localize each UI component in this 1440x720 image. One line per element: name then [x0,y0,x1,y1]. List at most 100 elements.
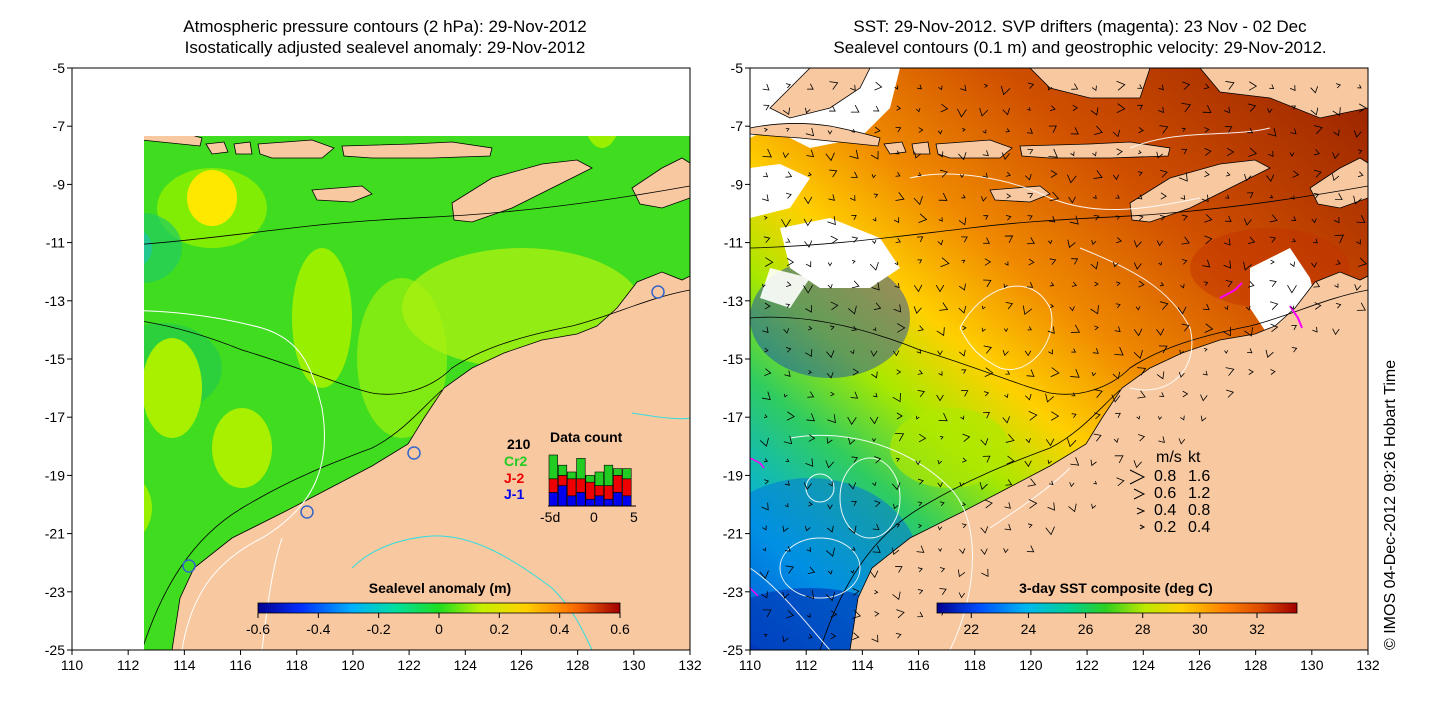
velocity-arrow [850,569,855,574]
velocity-arrow [1091,371,1097,377]
velocity-arrow [1243,218,1252,226]
velocity-arrow [1291,324,1298,331]
velocity-arrow [1136,194,1143,200]
velocity-arrow [808,325,813,331]
velocity-arrow [1358,257,1368,267]
velocity-arrow [1047,502,1055,511]
colorbar-tick-label: -0.4 [306,621,330,637]
velocity-arrow [1027,523,1033,529]
velocity-arrow [785,238,791,243]
velocity-arrow [762,609,772,618]
velocity-arrow [807,172,812,177]
lat-tick-label: -13 [723,293,743,309]
velocity-arrow [895,632,902,639]
lon-tick-label: 130 [1300,657,1324,673]
velocity-arrow [1045,438,1055,447]
lat-tick-label: -13 [45,293,65,309]
velocity-arrow [852,587,860,596]
velocity-arrow [852,632,860,641]
velocity-arrow [830,235,839,245]
velocity-arrow [1178,172,1188,182]
velocity-arrow [1313,169,1322,178]
velocity-arrow [1335,193,1343,201]
lon-tick-label: 130 [622,657,646,673]
left-axis-ticks: 110 112 114 116 118 120 122 124 126 128 130 132 -5 -7… [45,60,702,673]
velocity-arrow [1353,130,1362,138]
velocity-arrow [851,325,857,331]
lat-tick-label: -25 [45,642,65,658]
velocity-arrow [1116,80,1126,91]
velocity-arrow [918,127,924,133]
velocity-row-3: 0.2 0.4 [1139,519,1210,536]
lon-tick-label: 120 [341,657,365,673]
velocity-arrow [830,301,839,311]
lat-tick-label: -21 [723,526,743,542]
velocity-arrow [829,81,839,90]
velocity-arrow [1093,433,1102,442]
hist-tick-zero: 0 [590,509,598,525]
velocity-arrow [938,217,943,222]
velocity-arrow [1045,526,1055,536]
left-title-line1: Atmospheric pressure contours (2 hPa): 2… [183,17,587,36]
velocity-arrow [1225,171,1231,177]
velocity-arrow [763,414,768,419]
velocity-arrow [896,105,902,111]
velocity-arrow [937,350,943,356]
velocity-arrow [1313,125,1323,135]
velocity-arrow [1266,174,1275,182]
velocity-arrow [1222,326,1231,337]
velocity-arrow [896,609,905,619]
velocity-arrow [1180,415,1185,421]
velocity-arrow [1028,499,1038,509]
velocity-arrow [784,546,791,552]
velocity-arrow [917,325,924,332]
velocity-arrow [913,196,923,206]
velocity-arrow [1225,367,1235,376]
velocity-arrow [894,433,905,442]
velocity-arrow [958,217,967,226]
histogram-bar-cr2 [585,475,595,483]
velocity-arrow [825,591,836,602]
velocity-arrow [1332,152,1340,160]
velocity-arrow [1270,259,1275,265]
velocity-arrow [895,172,901,177]
velocity-arrow [1006,193,1012,199]
velocity-arrow [1094,281,1099,287]
velocity-arrow [1135,306,1141,311]
lat-tick-label: -5 [53,60,66,76]
velocity-arrow [784,503,789,508]
lon-tick-label: 114 [851,657,874,673]
velocity-arrow [892,547,900,556]
velocity-arrow [1049,191,1060,202]
velocity-arrow [1049,105,1056,112]
velocity-arrow [825,152,835,162]
lat-tick-label: -11 [724,235,743,251]
velocity-arrow [1071,392,1076,397]
velocity-arrow [961,236,968,243]
velocity-arrow [962,457,967,463]
velocity-arrow [1332,173,1340,182]
velocity-arrow [1004,235,1014,243]
velocity-arrow [1133,262,1142,270]
velocity-arrow [1244,327,1253,337]
velocity-arrow [959,548,966,555]
velocity-arrow [984,258,992,266]
velocity-arrow [1026,281,1034,288]
velocity-arrow [1090,261,1099,270]
lon-tick-label: 122 [397,657,421,673]
velocity-arrow [1180,195,1186,200]
velocity-arrow [1159,282,1165,287]
velocity-arrow [1158,345,1168,354]
velocity-arrow [1204,213,1213,223]
lon-tick-label: 112 [795,657,818,673]
velocity-arrow [1092,151,1097,157]
velocity-arrow [1049,480,1054,485]
velocity-arrow [1003,283,1008,289]
velocity-arrow [1334,283,1339,289]
velocity-arrow [1314,302,1322,310]
velocity-arrow [871,634,879,643]
lon-tick-label: 128 [1244,657,1268,673]
velocity-arrow [1137,367,1147,376]
lon-tick-label: 116 [229,657,252,673]
velocity-arrow [783,435,793,445]
